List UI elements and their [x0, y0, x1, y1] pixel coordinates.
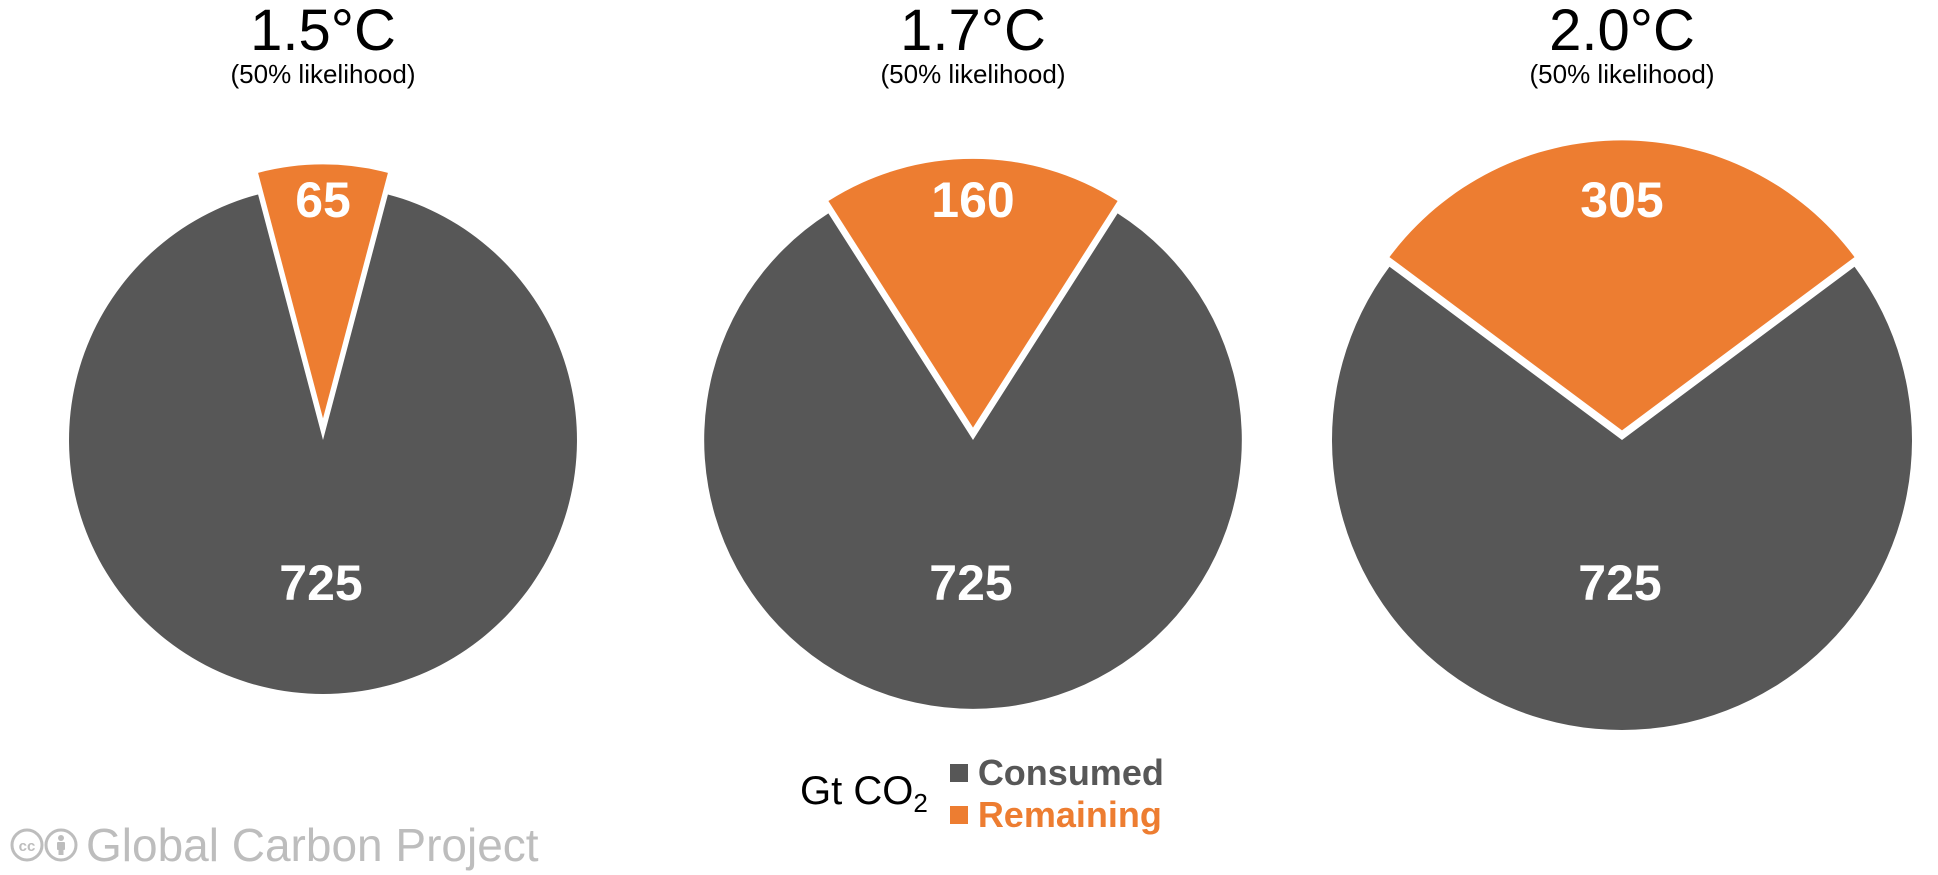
legend-unit-label: Gt CO2	[800, 769, 928, 818]
pie-slice-remaining	[1389, 140, 1855, 431]
pie-subtitle: (50% likelihood)	[881, 59, 1066, 89]
legend-item-remaining: Remaining	[949, 794, 1164, 836]
pie-slice-consumed	[1331, 266, 1912, 731]
data-label-remaining: 305	[1580, 172, 1663, 228]
legend-label-consumed: Consumed	[977, 752, 1164, 793]
data-label-consumed: 725	[929, 555, 1012, 611]
credit-text: Global Carbon Project	[86, 819, 539, 871]
cc-icon: cc	[10, 828, 44, 862]
pie-subtitle: (50% likelihood)	[231, 59, 416, 89]
by-attribution-icon	[44, 828, 78, 862]
data-label-remaining: 160	[931, 172, 1014, 228]
pie-chart-3: 305 725	[1331, 140, 1912, 731]
pie-title: 1.7°C	[900, 0, 1046, 63]
pie-title: 2.0°C	[1549, 0, 1695, 63]
pie-subtitle: (50% likelihood)	[1530, 59, 1715, 89]
legend: Gt CO2 Consumed Remaining	[800, 752, 1164, 836]
legend-items: Consumed Remaining	[949, 752, 1164, 836]
pie-slice-consumed	[69, 194, 577, 694]
pie-slice-consumed	[704, 213, 1242, 709]
legend-swatch-consumed	[949, 764, 968, 782]
pie-chart-1: 65 725	[69, 164, 577, 694]
pie-slice-remaining	[828, 158, 1118, 428]
data-label-remaining: 65	[295, 172, 351, 228]
cc-badge: cc	[10, 828, 78, 862]
pie-title: 1.5°C	[250, 0, 396, 63]
credit: cc Global Carbon Project	[10, 818, 539, 872]
data-label-consumed: 725	[1578, 555, 1661, 611]
legend-item-consumed: Consumed	[949, 752, 1164, 794]
pie-chart-2: 160 725	[704, 158, 1242, 709]
legend-label-remaining: Remaining	[977, 794, 1162, 835]
svg-text:cc: cc	[19, 838, 36, 855]
legend-swatch-remaining	[949, 806, 968, 824]
data-label-consumed: 725	[279, 555, 362, 611]
pie-slice-remaining	[258, 164, 388, 419]
